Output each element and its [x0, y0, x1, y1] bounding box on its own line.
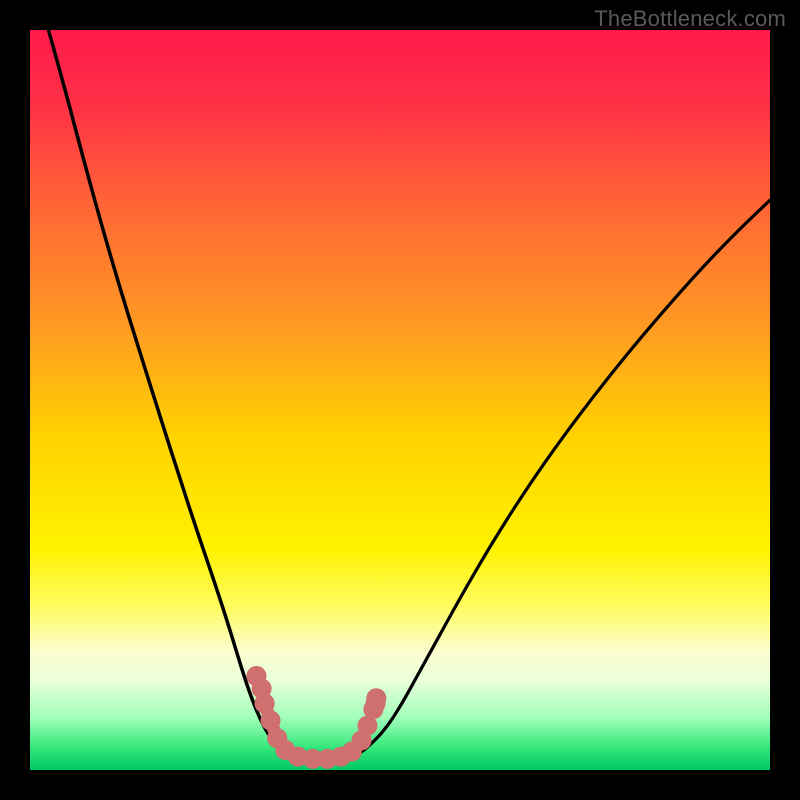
chart-svg: [30, 30, 770, 770]
marker-dot: [267, 728, 287, 748]
marker-dot: [246, 666, 266, 686]
watermark-text: TheBottleneck.com: [594, 6, 786, 32]
plot-area: [30, 30, 770, 770]
marker-dot: [255, 693, 275, 713]
gradient-background: [30, 30, 770, 770]
chart-frame: TheBottleneck.com: [0, 0, 800, 800]
marker-dot: [366, 693, 386, 713]
marker-dot: [261, 710, 281, 730]
